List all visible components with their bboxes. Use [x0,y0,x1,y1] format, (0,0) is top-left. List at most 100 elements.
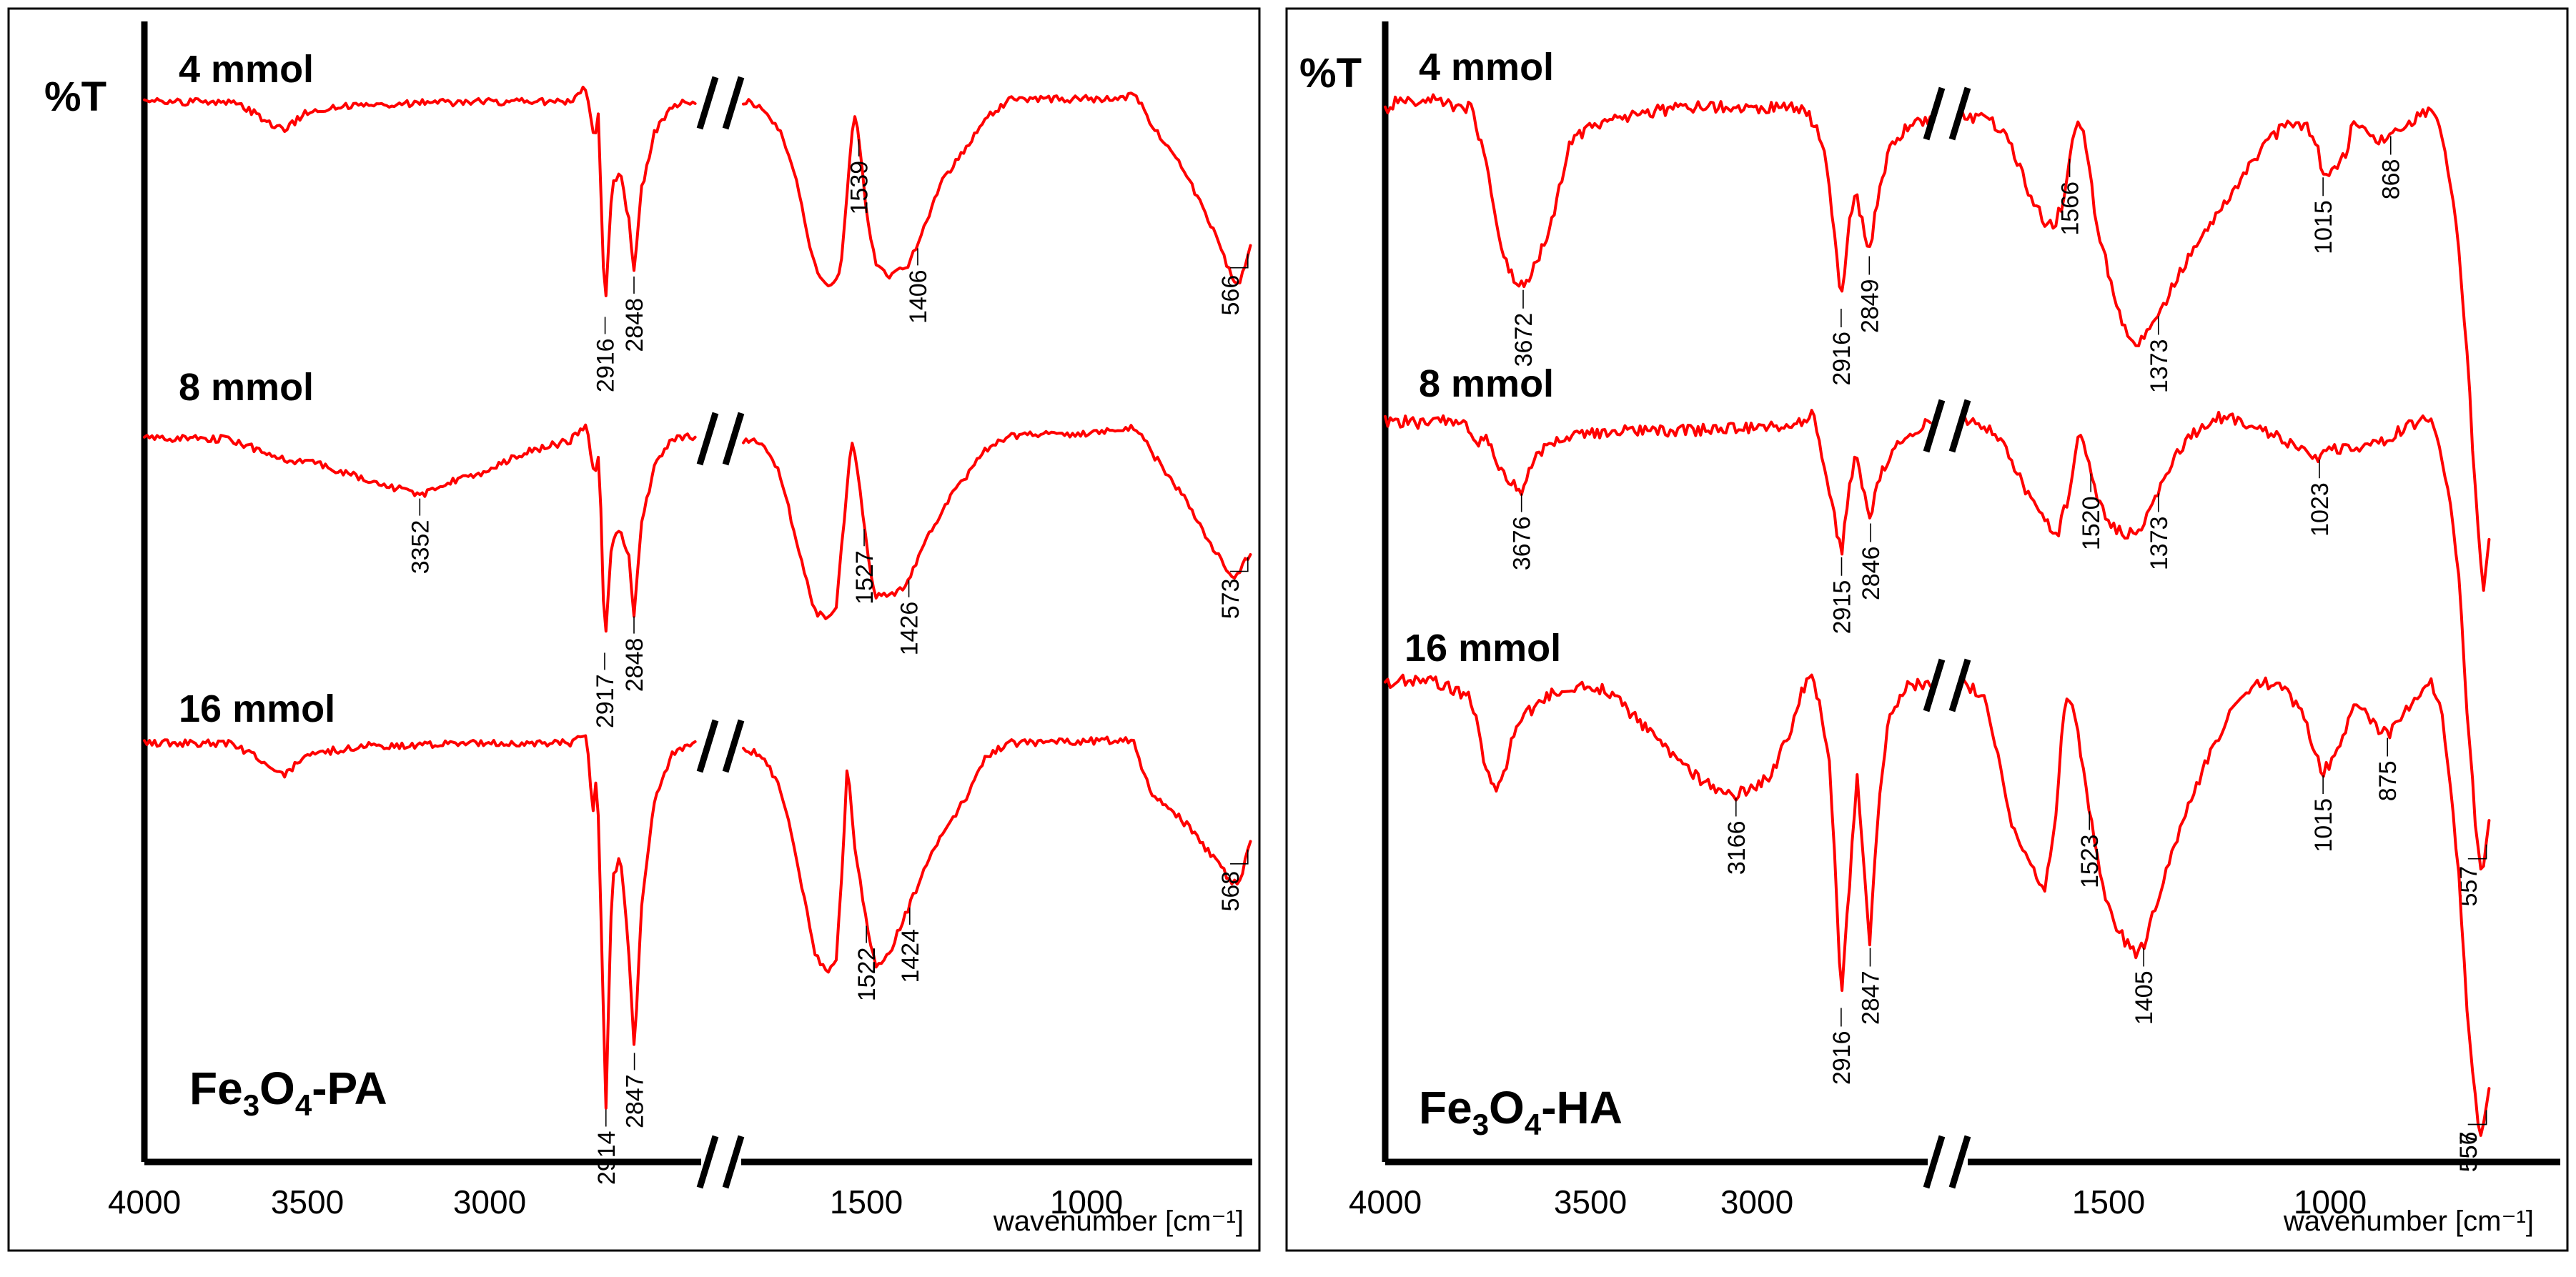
x-tick-label: 3500 [271,1183,344,1221]
peak-label: 868 [2378,159,2405,200]
sample-label-suffix: -HA [1541,1082,1623,1133]
panel-frame [1285,7,2569,1252]
spectrum-line [1384,673,2491,1137]
peak-label: 1523 [2076,834,2104,888]
spectrum-break-mark [696,719,745,773]
series-label: 8 mmol [179,366,314,409]
spectrum-break-mark [1923,658,1971,712]
sample-label-sub2: 4 [1525,1108,1542,1141]
peak-label: 2914 [593,1131,620,1186]
peak-label: 573 [1217,579,1244,620]
x-tick-label: 3000 [453,1183,526,1221]
peak-label: 1373 [2146,339,2173,394]
x-axis-break-mark [1923,1135,1971,1189]
x-tick-label: 4000 [1349,1183,1422,1221]
peak-leader [1230,253,1249,269]
peak-label: 566 [1217,275,1244,316]
spectrum-break-mark [1923,399,1971,453]
peak-label: 1015 [2310,798,2337,853]
y-axis-label: %T [1299,50,1362,96]
spectrum-line [1384,93,2491,592]
panel-frame [7,7,1261,1252]
x-tick-label: 1000 [2294,1183,2367,1221]
peak-label: 2916 [1828,1031,1856,1085]
peak-label: 2848 [621,638,648,692]
peak-label: 2916 [1828,332,1856,386]
peak-label: 3672 [1510,313,1537,367]
spectrum-line [143,423,1252,633]
sample-label: Fe3O4-HA [1419,1082,1623,1141]
peak-label: 1405 [2131,971,2158,1025]
peak-label: 875 [2374,761,2402,802]
peak-label: 1527 [851,550,878,605]
peak-label: 557 [2455,1132,2482,1173]
sample-label-mid: O [1489,1082,1525,1133]
peak-label: 1426 [896,602,923,656]
sample-label-sub1: 3 [243,1088,259,1122]
peak-label: 2916 [593,338,620,392]
spectrum-break-mark [1923,86,1971,141]
peak-label: 2915 [1828,580,1856,635]
series-label: 16 mmol [1405,627,1561,670]
peak-label: 3166 [1723,821,1750,875]
sample-label-sub1: 3 [1472,1108,1489,1141]
peak-leader [2467,1110,2487,1126]
peak-leader [2467,844,2487,860]
spectrum-break-mark [696,412,745,466]
peak-label: 1406 [905,269,932,324]
peak-label: 2847 [622,1074,649,1128]
spectrum-line [1384,409,2491,871]
peak-label: 2917 [592,674,619,728]
series-label: 4 mmol [1419,46,1554,89]
peak-label: 2847 [1857,971,1884,1025]
series-label: 4 mmol [179,48,314,91]
sample-label: Fe3O4-PA [189,1063,387,1122]
peak-label: 1539 [846,161,873,215]
peak-leader [1230,849,1249,865]
x-axis-label: wavenumber [cm⁻¹] [993,1206,1244,1237]
sample-label-mid: O [259,1063,295,1114]
x-tick-label: 1500 [2072,1183,2145,1221]
peak-label: 3352 [407,520,434,575]
peak-label: 1566 [2057,182,2084,236]
sample-label-base: Fe [189,1063,243,1114]
peak-label: 556 [2455,1132,2482,1173]
sample-label-suffix: -PA [312,1063,387,1114]
peak-label: 1520 [2078,497,2105,551]
peak-label: 1373 [2146,517,2173,571]
peak-label: 2848 [621,298,648,352]
sample-label-base: Fe [1419,1082,1472,1133]
x-tick-label: 1000 [1050,1183,1123,1221]
peak-leader [1230,557,1249,572]
spectrum-line [143,85,1252,297]
spectrum-line [143,734,1252,1110]
peak-label: 1023 [2307,482,2334,537]
x-axis-break-mark [696,1135,745,1189]
peak-label: 1522 [853,948,881,1002]
x-axis-label: wavenumber [cm⁻¹] [2283,1206,2534,1237]
series-label: 16 mmol [179,687,335,730]
peak-label: 2849 [1856,279,1883,334]
x-tick-label: 4000 [108,1183,181,1221]
peak-label: 568 [1217,871,1244,912]
peak-label: 3676 [1509,517,1536,571]
sample-label-sub2: 4 [295,1088,312,1122]
series-label: 8 mmol [1419,362,1554,405]
peak-label: 1424 [897,929,924,983]
spectrum-break-mark [696,76,745,130]
x-tick-label: 3000 [1720,1183,1793,1221]
y-axis-label: %T [44,74,106,120]
x-tick-label: 1500 [830,1183,903,1221]
peak-label: 2846 [1858,547,1885,601]
x-tick-label: 3500 [1554,1183,1627,1221]
peak-label: 1015 [2310,200,2337,254]
